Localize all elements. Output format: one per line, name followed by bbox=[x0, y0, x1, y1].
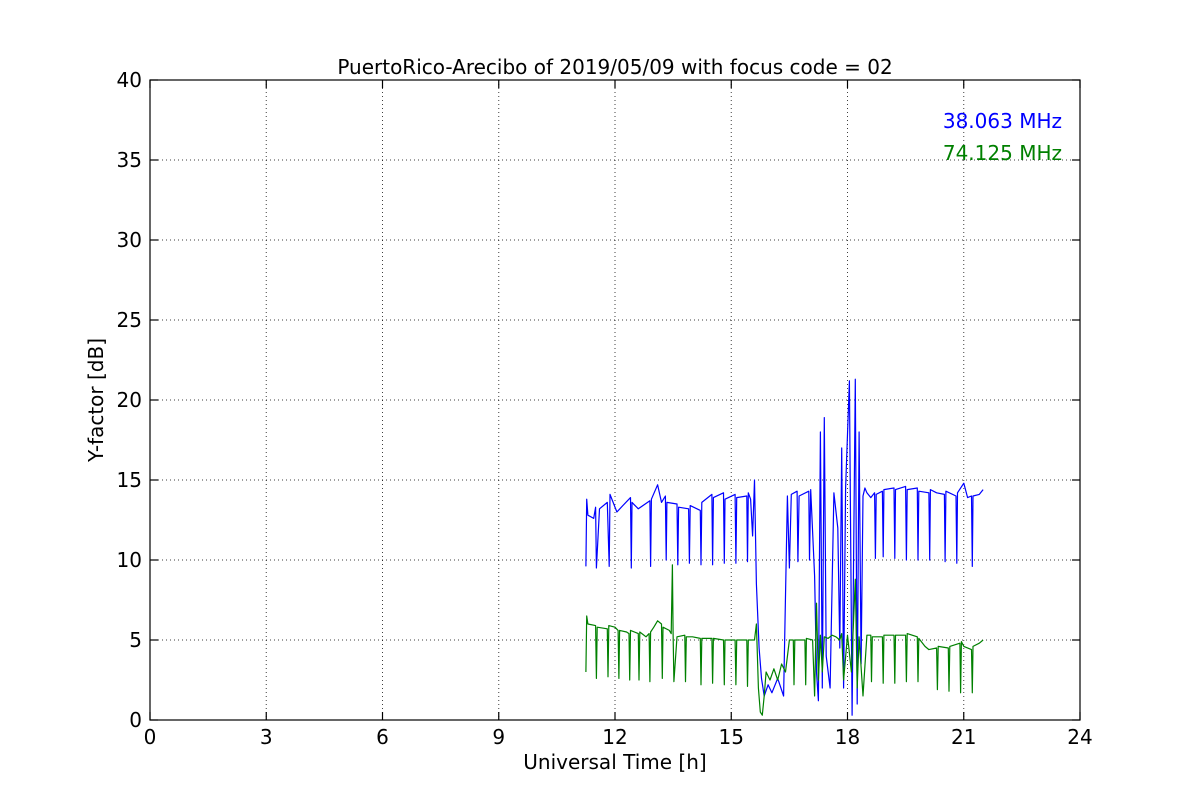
grid-layer bbox=[150, 80, 1080, 720]
x-tick-label: 12 bbox=[602, 725, 627, 749]
x-tick-label: 6 bbox=[376, 725, 389, 749]
y-tick-label: 0 bbox=[129, 708, 142, 732]
y-axis-label: Y-factor [dB] bbox=[84, 338, 108, 463]
series-line-1 bbox=[585, 564, 984, 716]
chart-title: PuertoRico-Arecibo of 2019/05/09 with fo… bbox=[337, 55, 892, 79]
series-layer bbox=[585, 378, 984, 716]
legend-entry-74mhz: 74.125 MHz bbox=[943, 141, 1062, 165]
legend-entry-38mhz: 38.063 MHz bbox=[943, 109, 1062, 133]
x-tick-label: 15 bbox=[719, 725, 744, 749]
x-tick-label: 21 bbox=[951, 725, 976, 749]
y-tick-label: 20 bbox=[117, 388, 142, 412]
y-tick-label: 35 bbox=[117, 148, 142, 172]
y-tick-label: 30 bbox=[117, 228, 142, 252]
x-tick-label: 0 bbox=[144, 725, 157, 749]
y-tick-label: 25 bbox=[117, 308, 142, 332]
tick-layer: 0 3 6 9 12 15 18 21 24 0 5 10 15 20 25 30 35 40 bbox=[117, 68, 1093, 749]
x-tick-label: 24 bbox=[1067, 725, 1092, 749]
x-axis-label: Universal Time [h] bbox=[523, 750, 706, 774]
legend: 38.063 MHz 74.125 MHz bbox=[943, 109, 1062, 165]
x-tick-label: 18 bbox=[835, 725, 860, 749]
x-tick-label: 9 bbox=[492, 725, 505, 749]
y-tick-label: 40 bbox=[117, 68, 142, 92]
y-tick-label: 15 bbox=[117, 468, 142, 492]
y-tick-label: 5 bbox=[129, 628, 142, 652]
y-tick-label: 10 bbox=[117, 548, 142, 572]
series-line-0 bbox=[585, 378, 984, 716]
x-tick-label: 3 bbox=[260, 725, 273, 749]
